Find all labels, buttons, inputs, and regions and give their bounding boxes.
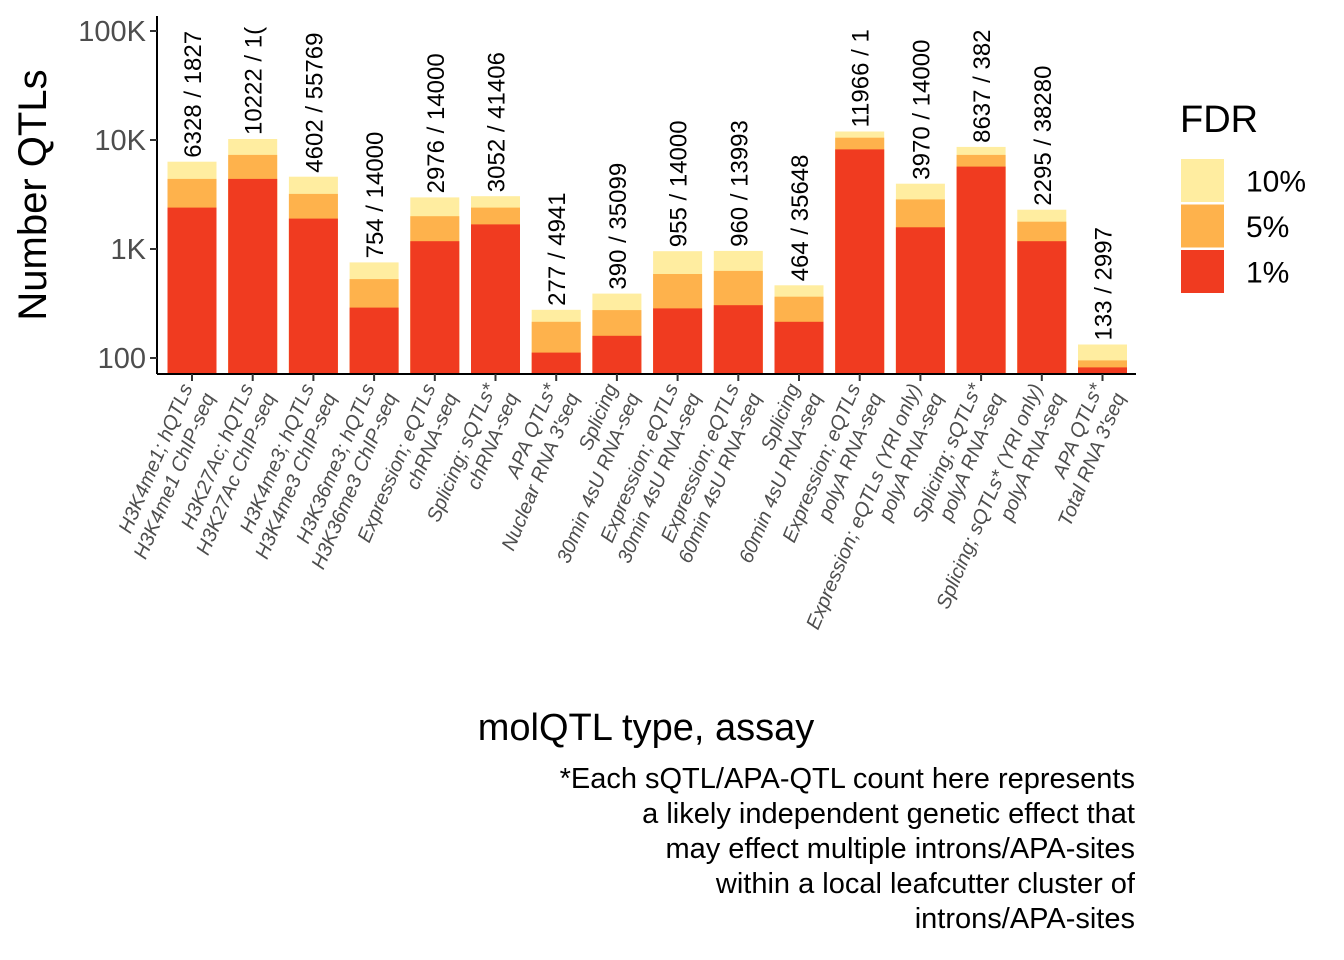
- bar-count-label: 3970 / 14000: [908, 40, 935, 180]
- caption-line: introns/APA-sites: [914, 903, 1135, 935]
- y-tick-label: 10K: [94, 125, 146, 157]
- bar-count-label: 390 / 35099: [605, 163, 632, 290]
- bar-count-label: 4602 / 55769: [301, 33, 328, 173]
- legend-label: 5%: [1246, 211, 1289, 244]
- bar-count-label: 6328 / 1827: [180, 31, 207, 158]
- bar-labels-layer: 6328 / 1827 10222 / 1( 4602 / 55769 754 / 1…: [180, 27, 1118, 341]
- legend-title: FDR: [1180, 99, 1258, 141]
- y-axis-title: Number QTLs: [11, 69, 55, 320]
- bar-count-label: 10222 / 1(: [241, 27, 268, 135]
- bar-count-label: 8637 / 382: [969, 29, 996, 142]
- caption-line: *Each sQTL/APA-QTL count here represents: [559, 763, 1135, 795]
- legend-label: 1%: [1246, 257, 1289, 290]
- y-tick-label: 100: [98, 343, 146, 375]
- legend-label: 10%: [1246, 166, 1306, 199]
- x-axis-title: molQTL type, assay: [478, 707, 815, 749]
- bar-count-label: 464 / 35648: [787, 155, 814, 282]
- bar-segment-fdr-1pct: [592, 335, 642, 374]
- bar-segment-fdr-1pct: [835, 149, 885, 374]
- bar-count-label: 133 / 2997: [1091, 227, 1118, 340]
- bar-segment-fdr-1pct: [531, 352, 581, 374]
- bar-segment-fdr-1pct: [410, 241, 460, 374]
- caption-line: a likely independent genetic effect that: [642, 798, 1135, 830]
- bar-segment-fdr-1pct: [895, 227, 945, 374]
- caption-line: within a local leafcutter cluster of: [715, 868, 1135, 900]
- bar-count-label: 2295 / 38280: [1030, 66, 1057, 206]
- bar-count-label: 11966 / 1: [848, 29, 875, 127]
- bars-layer: [167, 131, 1127, 374]
- bar-segment-fdr-1pct: [228, 178, 278, 374]
- bar-segment-fdr-1pct: [713, 305, 763, 374]
- y-tick-label: 100K: [78, 16, 146, 48]
- bar-segment-fdr-1pct: [288, 218, 338, 374]
- legend-key-1pct: [1181, 250, 1224, 293]
- bar-segment-fdr-1pct: [1017, 241, 1067, 374]
- y-tick-label: 1K: [111, 234, 147, 266]
- bar-segment-fdr-1pct: [774, 321, 824, 374]
- legend: FDR 10% 5% 1%: [1180, 99, 1306, 293]
- legend-key-10pct: [1181, 159, 1224, 202]
- bar-segment-fdr-1pct: [653, 308, 703, 374]
- bar-count-label: 277 / 4941: [544, 192, 571, 305]
- bar-count-label: 2976 / 14000: [423, 53, 450, 193]
- caption-line: may effect multiple introns/APA-sites: [665, 833, 1135, 865]
- bar-segment-fdr-1pct: [1078, 367, 1127, 374]
- footnote-caption: *Each sQTL/APA-QTL count here represents…: [375, 762, 1135, 937]
- y-ticks: 100 1K 10K 100K: [78, 16, 157, 375]
- bar-count-label: 955 / 14000: [666, 120, 693, 247]
- bar-segment-fdr-1pct: [956, 166, 1006, 374]
- bar-segment-fdr-1pct: [471, 224, 520, 374]
- bar-segment-fdr-1pct: [349, 307, 399, 374]
- bar-count-label: 3052 / 41406: [484, 52, 511, 192]
- bar-count-label: 754 / 14000: [362, 132, 389, 259]
- bar-count-label: 960 / 13993: [726, 120, 753, 247]
- bar-segment-fdr-1pct: [167, 207, 217, 374]
- legend-key-5pct: [1181, 204, 1224, 248]
